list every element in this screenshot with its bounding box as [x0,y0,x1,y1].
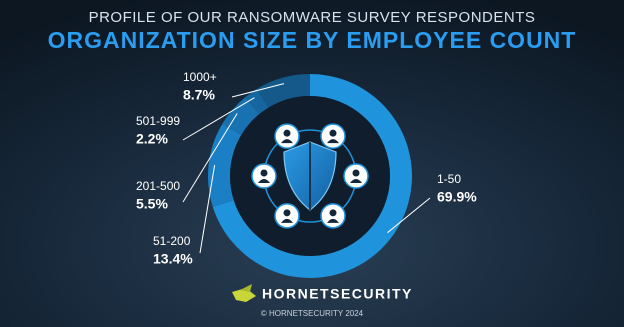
donut [207,74,412,278]
person-head [329,209,337,217]
person-body [281,218,293,223]
person-body [281,139,293,144]
leader-line [182,113,238,203]
category-label: 201-500 [136,179,180,193]
labels: 1-50 69.9% 51-200 13.4% 201-500 5.5% 501-999 2.… [136,70,477,267]
donut-segment [256,74,310,108]
person-head [352,169,360,177]
value-label: 2.2% [136,131,168,147]
person-body [258,179,270,183]
donut-segment [207,123,242,207]
value-label: 13.4% [153,251,193,267]
person-body [327,218,339,223]
leader-line [231,83,285,98]
person-head [329,129,337,137]
donut-segment [245,88,269,115]
value-label: 5.5% [136,196,168,212]
value-label: 69.9% [437,189,477,205]
category-label: 1000+ [183,70,217,84]
value-label: 8.7% [183,87,215,103]
leader-line [199,164,216,254]
category-label: 501-999 [136,114,180,128]
leader-line [182,97,255,141]
leader-line [387,197,431,234]
person-body [350,179,362,183]
center-graphic [230,96,390,256]
category-label: 1-50 [437,172,461,186]
subtitle: PROFILE OF OUR RANSOMWARE SURVEY RESPOND… [89,9,536,26]
category-label: 51-200 [153,234,191,248]
brand-logo [232,284,256,302]
donut-segment [222,97,260,136]
copyright: © HORNETSECURITY 2024 [261,309,364,318]
person-head [260,169,268,177]
person-head [283,129,291,137]
person-head [283,209,291,217]
chart-title: ORGANIZATION SIZE BY EMPLOYEE COUNT [48,27,577,53]
person-body [327,139,339,144]
brand: HORNETSECURITY [262,286,413,302]
